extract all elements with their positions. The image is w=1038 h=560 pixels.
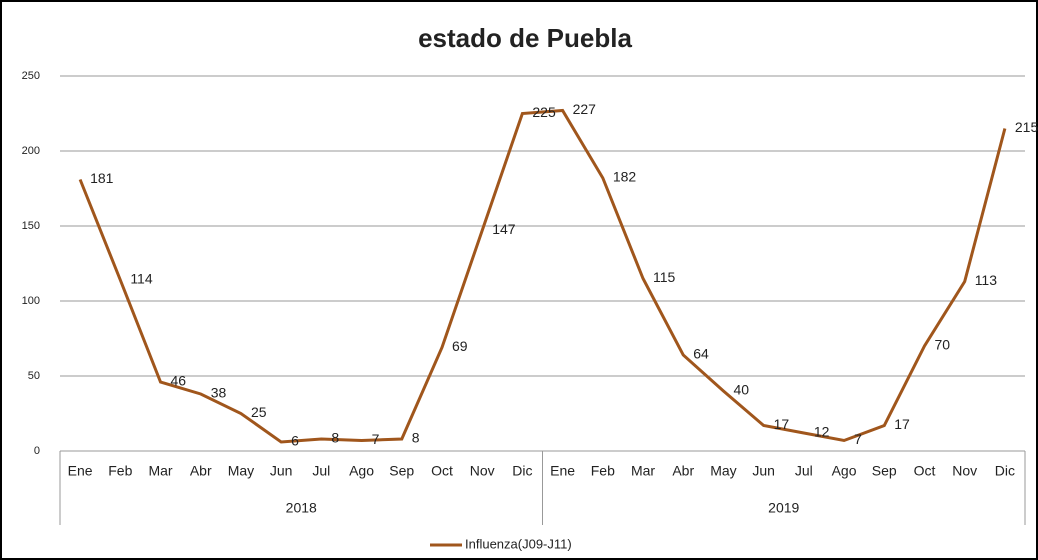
- y-tick-label: 0: [34, 445, 40, 457]
- x-tick-label: Abr: [672, 463, 694, 479]
- x-tick-label: Abr: [190, 463, 212, 479]
- chart-title: estado de Puebla: [418, 23, 632, 53]
- data-label: 113: [975, 272, 998, 288]
- x-tick-label: Jun: [752, 463, 775, 479]
- y-tick-label: 100: [22, 295, 40, 307]
- data-label: 8: [331, 430, 339, 446]
- x-tick-label: Ene: [68, 463, 93, 479]
- x-tick-label: May: [228, 463, 254, 479]
- y-tick-label: 250: [22, 70, 40, 82]
- x-tick-label: Dic: [512, 463, 532, 479]
- x-tick-label: Mar: [631, 463, 655, 479]
- data-label: 12: [814, 424, 830, 440]
- data-label: 38: [211, 385, 227, 401]
- data-label: 17: [774, 416, 790, 432]
- data-label: 25: [251, 404, 267, 420]
- y-tick-label: 50: [28, 370, 40, 382]
- x-tick-label: Oct: [431, 463, 453, 479]
- data-label: 6: [291, 433, 299, 449]
- y-tick-label: 150: [22, 220, 40, 232]
- data-label: 115: [653, 269, 676, 285]
- x-tick-label: Ago: [832, 463, 857, 479]
- x-tick-label: Ene: [550, 463, 575, 479]
- x-tick-label: Nov: [952, 463, 977, 479]
- group-label: 2019: [768, 500, 799, 516]
- x-tick-label: Jul: [795, 463, 813, 479]
- data-label: 181: [90, 170, 114, 186]
- group-label: 2018: [286, 500, 317, 516]
- data-label: 114: [130, 271, 153, 287]
- x-tick-label: Feb: [591, 463, 615, 479]
- x-tick-label: May: [710, 463, 736, 479]
- y-tick-label: 200: [22, 145, 40, 157]
- data-label: 64: [693, 346, 709, 362]
- data-label: 8: [412, 430, 420, 446]
- data-label: 17: [894, 416, 910, 432]
- x-tick-label: Jul: [312, 463, 330, 479]
- x-tick-label: Feb: [108, 463, 132, 479]
- data-label: 182: [613, 169, 637, 185]
- data-label: 40: [733, 382, 749, 398]
- data-label: 70: [934, 337, 950, 353]
- data-label: 215: [1015, 119, 1038, 135]
- x-tick-label: Sep: [872, 463, 897, 479]
- data-label: 46: [171, 373, 187, 389]
- x-tick-label: Mar: [148, 463, 172, 479]
- x-tick-label: Sep: [389, 463, 414, 479]
- data-label: 7: [372, 431, 380, 447]
- x-tick-label: Oct: [914, 463, 936, 479]
- data-label: 147: [492, 221, 516, 237]
- x-tick-label: Jun: [270, 463, 293, 479]
- x-tick-label: Nov: [470, 463, 495, 479]
- data-label: 69: [452, 338, 468, 354]
- data-label: 227: [573, 101, 597, 117]
- series-line: [78, 108, 1007, 444]
- data-label: 225: [532, 104, 556, 120]
- x-tick-label: Ago: [349, 463, 374, 479]
- x-tick-label: Dic: [995, 463, 1015, 479]
- data-label: 7: [854, 431, 862, 447]
- legend-label: Influenza(J09-J11): [465, 536, 572, 551]
